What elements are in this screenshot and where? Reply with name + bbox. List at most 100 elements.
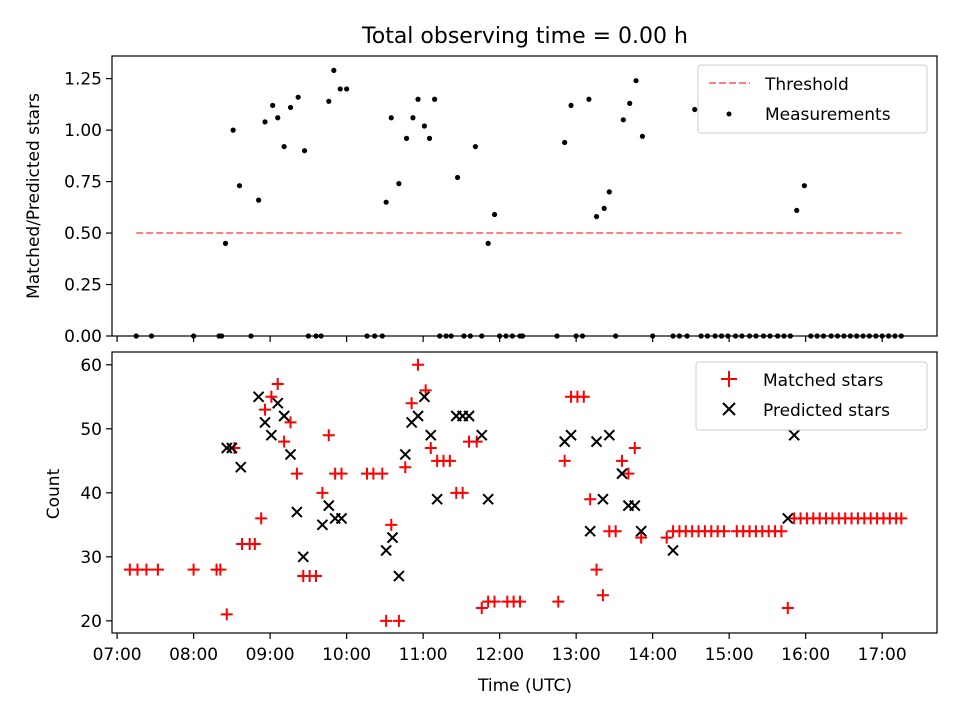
ratio-legend-box xyxy=(697,64,928,134)
x-tick-label: 17:00 xyxy=(858,645,907,665)
predicted-stars-point xyxy=(425,429,437,441)
predicted-stars-point xyxy=(788,429,800,441)
predicted-stars-point xyxy=(584,525,596,537)
count-legend-box xyxy=(695,361,928,431)
matched-stars-point xyxy=(470,435,483,448)
predicted-stars-point xyxy=(667,544,679,557)
matched-stars-point xyxy=(255,512,268,525)
measurement-point xyxy=(639,133,646,139)
matched-stars-point xyxy=(392,614,405,627)
ratio-legend: Threshold Measurements xyxy=(697,64,928,134)
measurement-point xyxy=(601,205,607,211)
measurement-point xyxy=(295,94,301,100)
x-tick-label: 14:00 xyxy=(628,645,677,665)
ratio-y-tick-label: 0.00 xyxy=(64,327,102,347)
predicted-stars-point xyxy=(386,531,399,544)
matched-stars-point xyxy=(248,538,261,551)
matched-stars-point xyxy=(584,493,597,506)
ratio-axes: 0.00 0.25 0.50 0.75 1.00 1.25 xyxy=(64,55,938,347)
measurement-point xyxy=(633,78,639,84)
measurement-point xyxy=(562,139,568,146)
figure-title: Total observing time = 0.00 h xyxy=(361,24,688,49)
matched-stars-point xyxy=(376,467,389,480)
ratio-y-tick-label: 0.75 xyxy=(64,173,102,193)
count-plot-area xyxy=(123,358,908,627)
x-tick-label: 15:00 xyxy=(705,645,754,665)
matched-stars-point xyxy=(412,358,425,371)
predicted-stars-point xyxy=(221,442,233,454)
matched-stars-point xyxy=(635,531,648,544)
predicted-stars-point xyxy=(316,519,329,531)
measurement-point xyxy=(627,100,633,106)
measurement-point xyxy=(403,135,410,141)
measurement-point xyxy=(383,199,389,205)
matched-stars-point xyxy=(284,416,297,429)
ratio-y-tick-label: 1.25 xyxy=(64,70,102,90)
predicted-stars-point xyxy=(380,544,392,557)
measurement-point xyxy=(256,197,262,203)
predicted-stars-point xyxy=(629,499,641,512)
predicted-stars-point xyxy=(235,461,247,473)
legend-label-matched: Matched stars xyxy=(763,371,883,391)
measurement-point xyxy=(301,148,308,154)
matched-stars-point xyxy=(316,486,329,499)
measurements-legend-swatch xyxy=(726,111,732,117)
matched-stars-point xyxy=(271,378,284,391)
x-tick-label: 16:00 xyxy=(781,645,830,665)
count-y-tick-label: 60 xyxy=(80,356,102,376)
matched-stars-point xyxy=(775,525,788,538)
measurement-point xyxy=(568,102,574,109)
count-y-tick-label: 30 xyxy=(80,548,102,568)
measurement-point xyxy=(388,115,394,121)
predicted-stars-point xyxy=(297,551,309,563)
predicted-stars-point xyxy=(412,410,424,422)
predicted-stars-point xyxy=(565,429,577,441)
ratio-y-axis-label: Matched/Predicted stars xyxy=(24,93,44,299)
count-y-tick-label: 40 xyxy=(80,484,102,504)
measurement-point xyxy=(794,207,800,214)
ratio-panel: 0.00 0.25 0.50 0.75 1.00 1.25 Matched/Predict… xyxy=(24,55,938,347)
matched-stars-point xyxy=(616,454,629,467)
count-y-tick-label: 20 xyxy=(80,612,102,632)
measurement-point xyxy=(454,174,461,181)
matched-stars-point xyxy=(265,390,278,403)
x-tick-label: 09:00 xyxy=(246,645,295,665)
measurement-point xyxy=(287,104,294,111)
matched-stars-point xyxy=(558,454,571,467)
predicted-stars-point xyxy=(278,410,290,422)
measurement-point xyxy=(331,67,337,74)
measurement-point xyxy=(801,183,807,189)
ratio-y-tick-label: 0.25 xyxy=(64,276,102,296)
measurement-point xyxy=(472,143,479,150)
measurement-point xyxy=(337,86,343,92)
matched-stars-point xyxy=(140,563,153,576)
x-tick-label: 11:00 xyxy=(399,645,448,665)
predicted-stars-point xyxy=(590,435,603,448)
predicted-stars-point xyxy=(482,493,494,505)
measurement-point xyxy=(230,127,236,133)
matched-stars-point xyxy=(322,429,335,442)
predicted-stars-point xyxy=(284,448,297,461)
matched-stars-point xyxy=(895,512,908,525)
measurement-point xyxy=(432,96,438,102)
predicted-stars-point xyxy=(265,429,278,441)
ratio-axes-frame xyxy=(111,55,938,337)
matched-stars-point xyxy=(609,525,622,538)
matched-stars-point xyxy=(628,442,641,455)
predicted-stars-point xyxy=(399,448,411,461)
matched-stars-point xyxy=(214,563,227,576)
predicted-stars-point xyxy=(418,391,431,403)
count-legend: Matched stars Predicted stars xyxy=(695,361,928,431)
measurement-point xyxy=(344,86,350,92)
matched-stars-point xyxy=(596,589,609,602)
predicted-stars-point xyxy=(291,506,303,518)
measurement-point xyxy=(593,213,600,220)
matched-stars-point xyxy=(552,595,565,608)
measurement-point xyxy=(222,240,229,246)
matched-stars-point xyxy=(781,602,794,615)
measurement-point xyxy=(326,98,332,104)
matched-stars-point xyxy=(335,467,348,480)
matched-stars-point xyxy=(151,563,164,576)
predicted-stars-point xyxy=(335,512,348,525)
